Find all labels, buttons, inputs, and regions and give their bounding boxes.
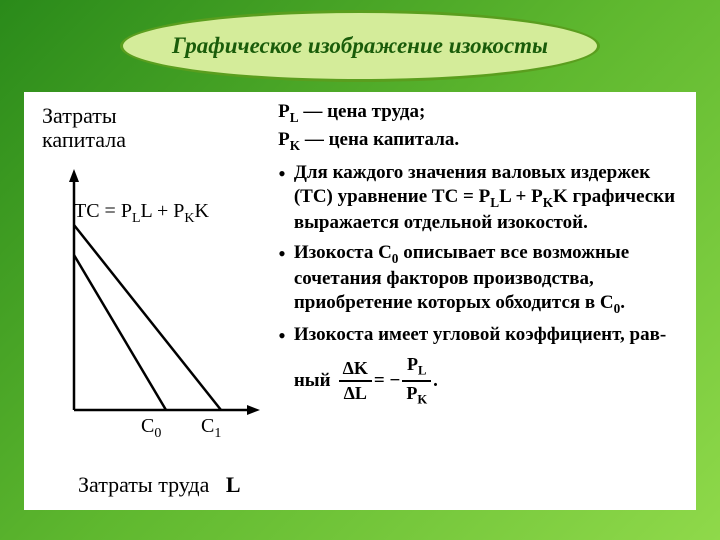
bullet-icon: •	[278, 161, 286, 235]
bullet-3-formula: ный ΔK ΔL = − PL PK .	[294, 353, 682, 408]
bullet-icon: •	[278, 241, 286, 318]
y-axis-label: Затраты капитала	[42, 104, 126, 152]
content-panel: Затраты капитала TC = PLL + PKK C0C1 Зат…	[24, 92, 696, 510]
title-banner: Графическое изображение изокосты	[120, 10, 600, 82]
def-pl: PL — цена труда;	[278, 100, 682, 126]
bullet-1-text: Для каждого значения валовых издержек (T…	[294, 161, 682, 235]
title-text: Графическое изображение изокосты	[172, 32, 548, 60]
bullet-3: • Изокоста имеет угловой коэффициент, ра…	[278, 323, 682, 347]
bullet-2-text: Изокоста C0 описывает все возможные соче…	[294, 241, 682, 318]
bullet-3-formula-row: • ный ΔK ΔL = − PL PK .	[278, 353, 682, 408]
right-column: PL — цена труда; PK — цена капитала. • Д…	[272, 100, 682, 502]
fraction-pl-pk: PL PK	[402, 353, 431, 408]
def-pk: PK — цена капитала.	[278, 128, 682, 154]
x-axis-label: Затраты труда L	[78, 472, 241, 498]
isocost-chart: C0 C1	[46, 160, 266, 460]
bullet-3-lead: Изокоста имеет угловой коэффициент, рав-	[294, 323, 682, 347]
fraction-dk-dl: ΔK ΔL	[339, 357, 372, 404]
bullet-icon: •	[278, 323, 286, 347]
svg-text:C0: C0	[141, 415, 161, 441]
left-column: Затраты капитала TC = PLL + PKK C0C1 Зат…	[38, 100, 272, 502]
bullet-1: • Для каждого значения валовых издержек …	[278, 161, 682, 235]
bullet-2: • Изокоста C0 описывает все возможные со…	[278, 241, 682, 318]
svg-text:C1: C1	[201, 415, 221, 441]
